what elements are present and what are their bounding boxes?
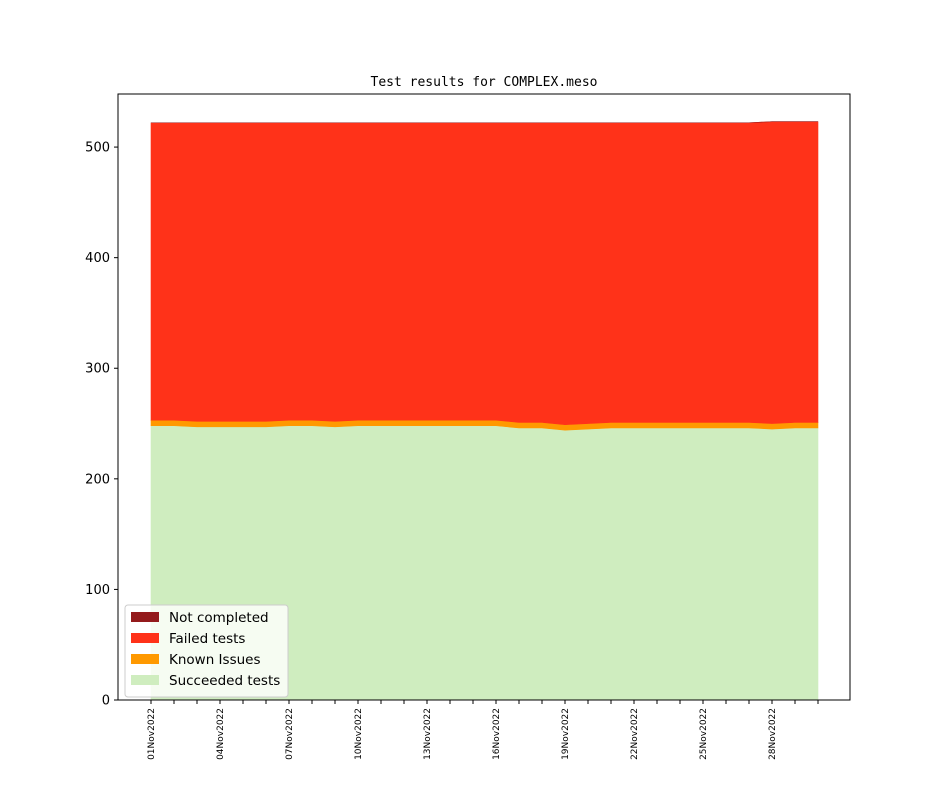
area-failed-tests — [150, 121, 819, 425]
x-tick-label: 28Nov2022 — [768, 708, 778, 760]
legend-box — [124, 604, 289, 698]
legend-label-not-completed: Not completed — [169, 610, 269, 626]
legend-swatch-succeeded-tests — [131, 675, 159, 685]
legend-label-failed-tests: Failed tests — [169, 631, 245, 647]
x-tick-label: 13Nov2022 — [423, 708, 433, 760]
legend-label-succeeded-tests: Succeeded tests — [169, 673, 280, 689]
x-tick-label: 16Nov2022 — [492, 708, 502, 760]
x-tick-label: 22Nov2022 — [630, 708, 640, 760]
plot-frame — [117, 93, 851, 701]
plot-areas — [150, 121, 819, 701]
legend-swatch-failed-tests — [131, 633, 159, 643]
legend: Not completed Failed tests Known Issues Suc… — [124, 604, 289, 698]
y-tick-label: 300 — [85, 362, 110, 377]
y-tick-label: 0 — [102, 694, 110, 709]
x-tick-label: 19Nov2022 — [561, 708, 571, 760]
x-tick-label: 01Nov2022 — [147, 708, 157, 760]
legend-label-known-issues: Known Issues — [169, 652, 261, 668]
x-tick-label: 10Nov2022 — [354, 708, 364, 760]
x-tick-label: 07Nov2022 — [285, 708, 295, 760]
x-tick-label: 25Nov2022 — [699, 708, 709, 760]
x-tick-label: 04Nov2022 — [216, 708, 226, 760]
legend-swatch-not-completed — [131, 612, 159, 622]
y-tick-label: 400 — [85, 251, 110, 266]
area-not-completed — [151, 121, 818, 124]
y-axis: 0 100 200 300 400 500 — [85, 141, 118, 709]
legend-swatch-known-issues — [131, 654, 159, 664]
y-tick-label: 500 — [85, 141, 110, 156]
chart-title: Test results for COMPLEX.meso — [371, 75, 598, 90]
y-tick-label: 200 — [85, 472, 110, 487]
y-tick-label: 100 — [85, 583, 110, 598]
x-axis: 01Nov2022 04Nov2022 07Nov2022 10Nov2022 13No… — [147, 700, 819, 760]
